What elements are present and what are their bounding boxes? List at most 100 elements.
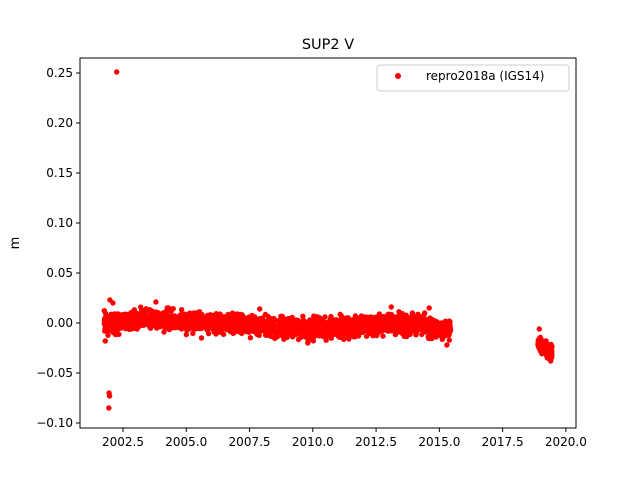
data-point <box>380 333 386 339</box>
data-point <box>260 323 266 329</box>
data-point <box>114 327 121 333</box>
data-point <box>331 321 337 327</box>
data-point <box>309 318 315 325</box>
data-point <box>192 310 198 316</box>
data-point <box>272 335 278 342</box>
data-point <box>548 358 554 364</box>
data-point <box>194 315 200 322</box>
data-point <box>198 335 205 341</box>
data-point <box>114 69 120 75</box>
data-point <box>426 305 432 311</box>
y-axis: −0.10 −0.05 0.00 0.05 0.10 0.15 0.20 0.25 <box>36 66 80 430</box>
data-point <box>296 328 302 334</box>
data-point <box>401 327 407 334</box>
data-point <box>257 306 263 312</box>
data-point <box>348 323 354 329</box>
data-point <box>229 326 235 332</box>
data-point <box>247 335 254 341</box>
data-point <box>284 334 290 340</box>
data-point <box>195 323 202 329</box>
y-tick-label: 0.10 <box>46 216 73 230</box>
data-point <box>238 319 244 325</box>
y-tick-label: 0.25 <box>46 66 73 80</box>
data-point <box>111 311 118 317</box>
x-tick-label: 2010.0 <box>292 435 334 449</box>
data-point <box>147 307 153 313</box>
data-point <box>302 322 308 328</box>
x-tick-label: 2005.0 <box>165 435 207 449</box>
data-point <box>406 315 412 321</box>
x-tick-label: 2015.0 <box>418 435 460 449</box>
data-point <box>247 323 253 329</box>
data-point <box>131 307 137 313</box>
data-point <box>120 313 126 319</box>
data-point <box>328 313 334 320</box>
y-tick-label: 0.00 <box>46 316 73 330</box>
data-point <box>106 405 112 411</box>
data-point <box>435 330 442 336</box>
data-point <box>204 327 210 333</box>
y-tick-label: 0.20 <box>46 116 73 130</box>
data-point <box>209 320 216 326</box>
data-point <box>282 318 289 324</box>
data-point <box>418 322 425 328</box>
data-point <box>542 340 548 346</box>
data-point <box>337 334 343 340</box>
data-point <box>274 331 281 337</box>
data-point <box>178 307 185 313</box>
data-point <box>133 311 140 318</box>
data-point <box>161 329 167 335</box>
data-point <box>102 320 108 326</box>
data-point <box>328 330 335 336</box>
data-point <box>110 300 116 306</box>
data-point <box>379 314 386 320</box>
data-point <box>179 314 185 321</box>
data-point <box>172 313 178 319</box>
data-point <box>298 334 304 340</box>
data-point <box>107 316 113 322</box>
y-tick-label: 0.05 <box>46 266 73 280</box>
data-point <box>267 332 273 338</box>
x-tick-label: 2012.5 <box>355 435 397 449</box>
data-point <box>106 393 113 399</box>
data-point <box>342 322 348 329</box>
data-point <box>154 325 160 331</box>
data-point <box>267 326 274 333</box>
data-point <box>144 314 150 320</box>
legend-label: repro2018a (IGS14) <box>426 69 544 83</box>
data-point <box>153 299 159 305</box>
data-point <box>349 317 356 323</box>
data-point <box>316 332 322 338</box>
data-point <box>233 328 240 334</box>
data-point <box>102 338 109 344</box>
data-point <box>278 313 284 319</box>
y-tick-label: 0.15 <box>46 166 73 180</box>
data-point <box>162 317 168 323</box>
data-point <box>111 320 117 326</box>
data-point <box>350 333 357 340</box>
data-point <box>413 321 420 327</box>
data-point <box>433 323 440 329</box>
data-point <box>331 325 337 331</box>
data-point <box>337 311 343 317</box>
data-point <box>362 320 368 327</box>
data-point <box>348 328 355 334</box>
data-point <box>281 323 287 329</box>
data-point <box>288 330 295 337</box>
data-point <box>418 314 425 320</box>
data-point <box>396 318 402 325</box>
data-point <box>408 320 414 326</box>
data-point <box>374 322 381 328</box>
data-point <box>385 321 391 328</box>
data-point <box>196 309 203 315</box>
data-point <box>262 311 269 318</box>
data-point <box>227 315 233 322</box>
data-point <box>424 318 430 324</box>
data-point <box>388 328 395 334</box>
data-point <box>201 317 207 324</box>
data-point <box>306 325 312 331</box>
data-point <box>429 324 435 331</box>
data-point <box>170 306 176 312</box>
x-tick-label: 2017.5 <box>482 435 524 449</box>
